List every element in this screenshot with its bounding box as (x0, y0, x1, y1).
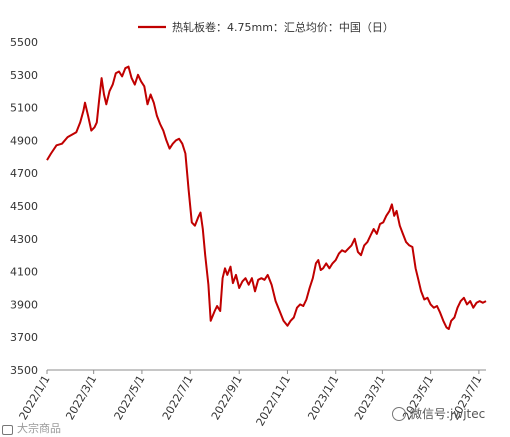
y-tick-label: 4700 (10, 167, 38, 180)
x-tick-label: 2022/1/1 (17, 373, 53, 422)
y-tick-label: 3700 (10, 331, 38, 344)
x-tick-label: 2023/3/1 (352, 373, 388, 422)
wechat-icon (392, 407, 406, 421)
legend: 热轧板卷：4.75mm：汇总均价：中国（日） (138, 20, 394, 34)
source-watermark: 大宗商品 (2, 420, 61, 436)
x-tick-label: 2022/5/1 (112, 373, 148, 422)
y-axis: 3500 3700 3900 4100 4300 4500 4700 4900 5100 5300… (10, 36, 38, 377)
x-tick-label: 2022/7/1 (160, 373, 196, 422)
y-tick-label: 5100 (10, 102, 38, 115)
wechat-watermark: 微信号:jwjtec (392, 405, 485, 422)
x-tick-label: 2023/1/1 (305, 373, 341, 422)
watermark-left-text: 大宗商品 (17, 422, 61, 435)
y-tick-label: 4100 (10, 266, 38, 279)
y-tick-label: 5300 (10, 69, 38, 82)
y-tick-label: 4500 (10, 200, 38, 213)
y-tick-label: 3500 (10, 364, 38, 377)
camera-icon (2, 425, 13, 435)
y-tick-label: 5500 (10, 36, 38, 49)
x-tick-label: 2022/3/1 (63, 373, 99, 422)
legend-label: 热轧板卷：4.75mm：汇总均价：中国（日） (172, 20, 394, 34)
x-tick-label: 2022/11/1 (254, 373, 293, 428)
x-tick-label: 2022/9/1 (209, 373, 245, 422)
y-tick-label: 4900 (10, 134, 38, 147)
series-line (46, 65, 487, 330)
y-tick-label: 3900 (10, 298, 38, 311)
series-layer (46, 65, 487, 330)
watermark-right-text: 微信号:jwjtec (410, 407, 486, 421)
y-tick-label: 4300 (10, 233, 38, 246)
